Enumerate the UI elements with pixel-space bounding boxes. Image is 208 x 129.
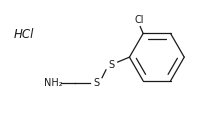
Text: S: S: [93, 78, 99, 88]
Text: Cl: Cl: [135, 15, 144, 25]
Text: HCl: HCl: [14, 28, 34, 41]
Text: S: S: [109, 60, 115, 70]
Text: NH₂: NH₂: [44, 78, 62, 88]
